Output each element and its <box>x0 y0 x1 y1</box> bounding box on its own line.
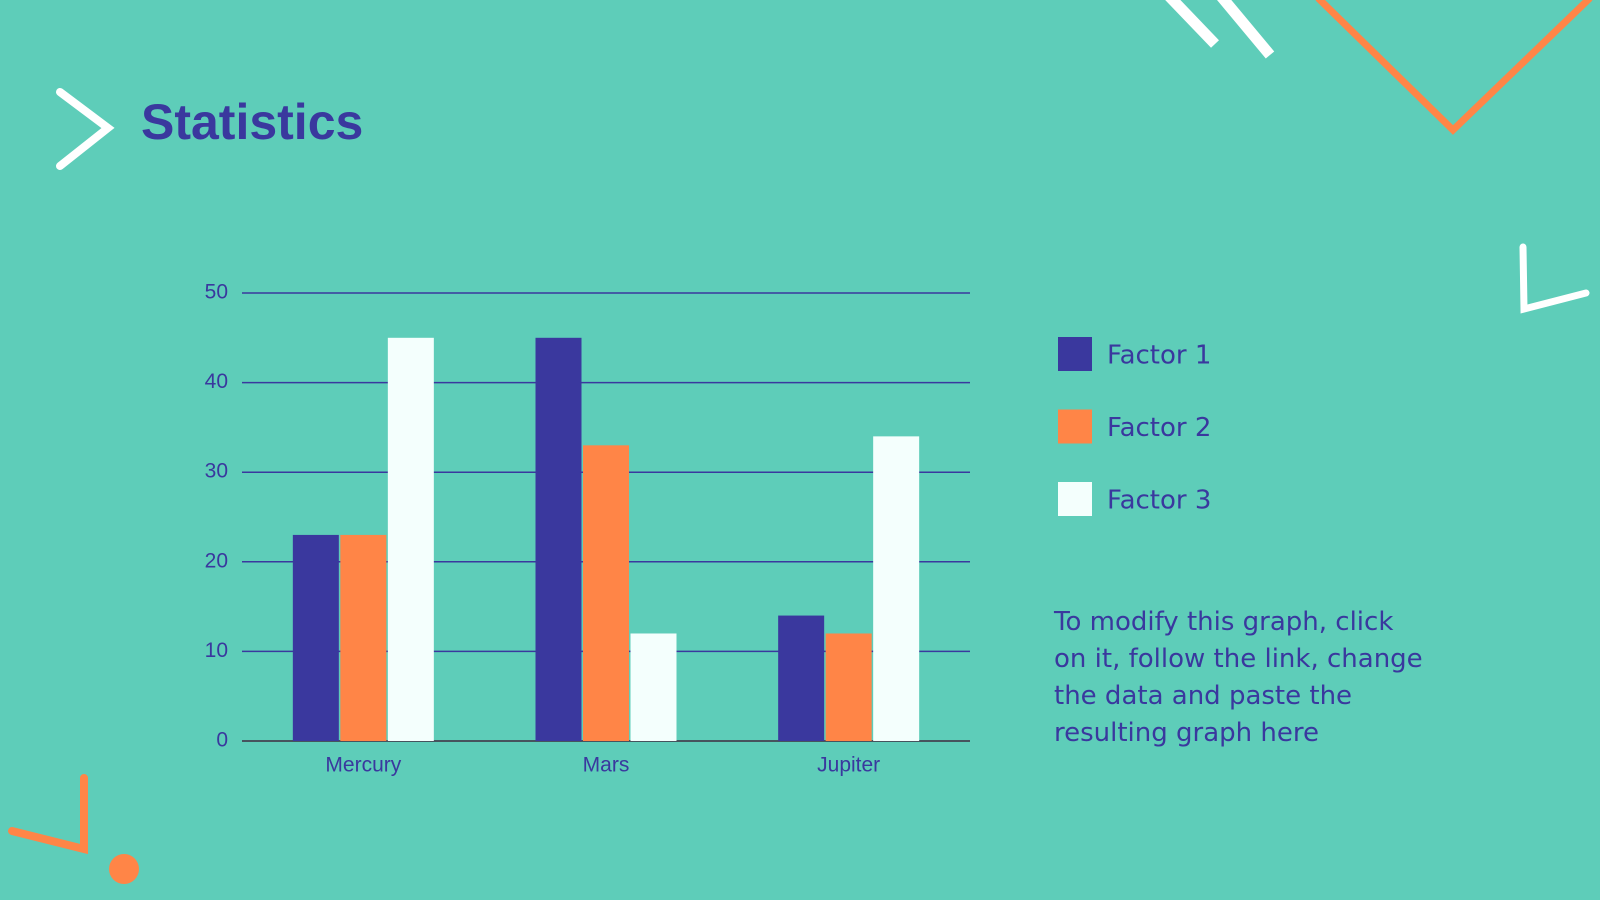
bar <box>340 534 387 741</box>
bar <box>778 615 825 741</box>
decor-line <box>1217 0 1275 59</box>
decor-v <box>1315 0 1593 135</box>
legend-swatch <box>1058 409 1092 444</box>
y-tick-label: 40 <box>205 370 228 393</box>
annotation: To modify this graph, click on it, follo… <box>1054 607 1423 748</box>
x-tick-label: Mars <box>583 754 630 777</box>
y-tick-label: 0 <box>216 729 228 752</box>
bar <box>583 445 629 741</box>
legend-swatch <box>1058 337 1092 371</box>
legend-label: Factor 3 <box>1107 486 1211 516</box>
bar <box>630 633 677 741</box>
decor-corner <box>8 774 88 855</box>
y-tick-label: 50 <box>205 281 228 304</box>
x-tick-label: Jupiter <box>817 754 880 777</box>
legend-label: Factor 2 <box>1107 413 1211 443</box>
legend-label: Factor 1 <box>1107 341 1211 371</box>
bar <box>535 337 582 741</box>
decor-corner <box>1519 243 1590 314</box>
bar <box>825 633 872 741</box>
chart-title: Statistics <box>141 94 363 150</box>
bar <box>292 534 339 741</box>
decor-chevron <box>56 88 115 170</box>
y-tick-label: 10 <box>205 639 228 662</box>
decor-line <box>1165 0 1219 48</box>
legend-swatch <box>1058 482 1092 516</box>
bar <box>387 337 434 741</box>
x-tick-label: Mercury <box>325 754 401 777</box>
bar <box>873 436 920 741</box>
decor-dot <box>109 854 139 884</box>
y-tick-label: 30 <box>205 460 228 483</box>
y-tick-label: 20 <box>205 549 228 572</box>
